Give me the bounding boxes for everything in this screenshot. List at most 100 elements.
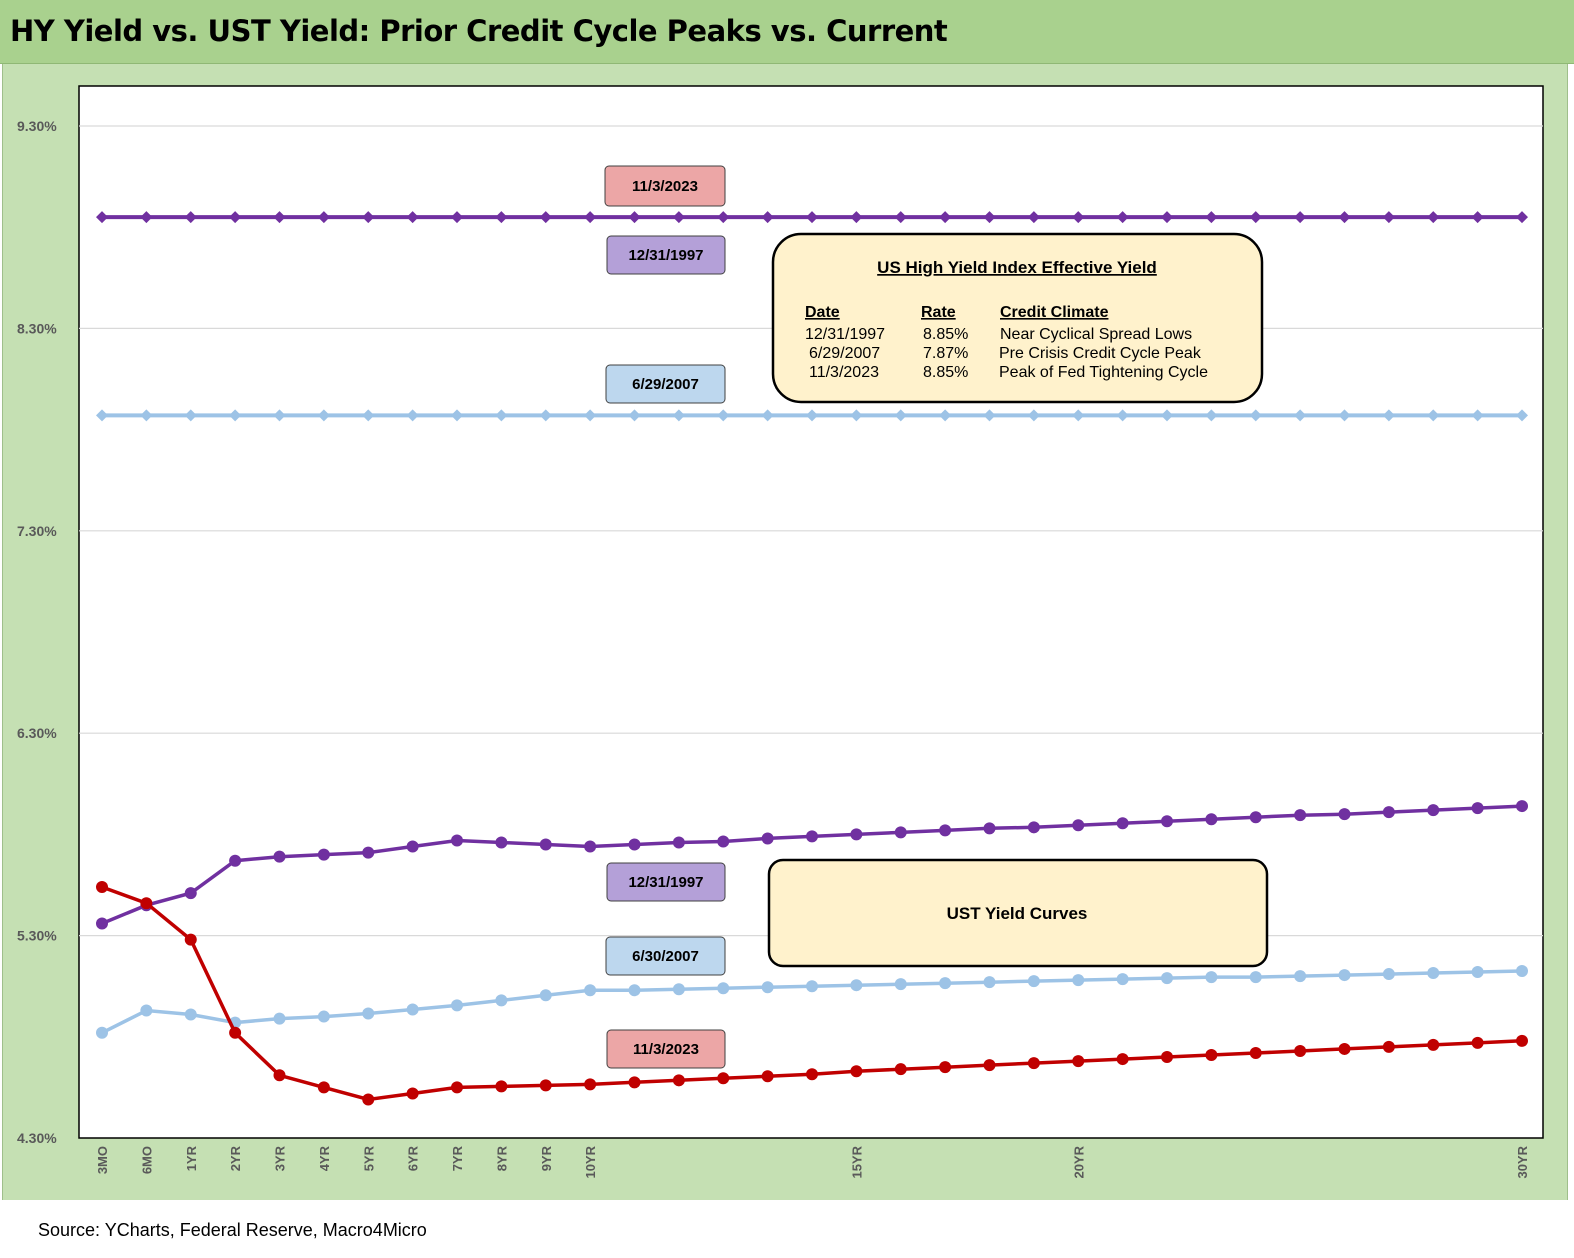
data-point: [939, 409, 952, 422]
data-point: [717, 409, 730, 422]
data-point: [672, 983, 685, 996]
label-text: 6/30/2007: [632, 948, 699, 965]
data-point: [628, 838, 641, 851]
data-point: [96, 409, 108, 422]
data-point: [1294, 211, 1307, 224]
date-label: 11/3/2023: [604, 165, 726, 207]
data-point: [939, 977, 952, 990]
data-point: [184, 933, 197, 946]
data-point: [628, 1076, 641, 1089]
label-box: [606, 862, 726, 902]
data-point: [229, 854, 242, 867]
data-point: [939, 824, 952, 837]
hy-box-frame: [771, 232, 1264, 404]
data-point: [495, 211, 508, 224]
data-point: [1205, 1049, 1218, 1062]
hy-box-cell: 11/3/2023: [809, 364, 879, 381]
data-point: [761, 1070, 774, 1083]
data-point: [761, 832, 774, 845]
data-point: [539, 838, 552, 851]
data-point: [983, 409, 996, 422]
hy-box-cell: 12/31/1997: [805, 326, 885, 343]
hy-box-cell: Near Cyclical Spread Lows: [1000, 326, 1192, 343]
data-point: [539, 409, 552, 422]
source-note: Source: YCharts, Federal Reserve, Macro4…: [38, 1220, 427, 1240]
data-point: [894, 409, 907, 422]
data-point: [850, 409, 863, 422]
data-point: [1427, 211, 1440, 224]
data-point: [1116, 409, 1129, 422]
data-point: [96, 917, 108, 930]
data-point: [451, 211, 463, 224]
y-tick-label: 8.30%: [17, 320, 57, 336]
ust-box-frame: [767, 858, 1269, 968]
x-tick-label: 7YR: [450, 1145, 465, 1171]
data-point: [717, 211, 730, 224]
series-hy_2007: [96, 409, 1528, 422]
data-point: [1161, 211, 1173, 224]
label-box: [605, 936, 726, 976]
data-point: [584, 840, 597, 853]
data-point: [717, 982, 730, 995]
data-point: [1072, 211, 1085, 224]
data-point: [317, 1010, 330, 1023]
data-point: [806, 211, 818, 224]
chart-area: 9.30% 8.30% 7.30% 6.30% 5.30% 4.30% 3MO 6MO 1YR 2…: [2, 64, 1568, 1200]
data-point: [317, 1081, 330, 1094]
x-tick-label: 4YR: [317, 1145, 332, 1171]
data-point: [850, 1065, 863, 1078]
data-point: [1161, 815, 1173, 828]
data-point: [495, 994, 508, 1007]
data-point: [894, 978, 907, 991]
data-point: [584, 211, 597, 224]
data-point: [273, 850, 286, 863]
data-point: [983, 1059, 996, 1072]
hy-box-cell: 8.85%: [923, 364, 968, 381]
data-point: [1294, 1044, 1307, 1057]
data-point: [1249, 971, 1262, 984]
data-point: [717, 1072, 730, 1085]
data-point: [717, 835, 730, 848]
data-point: [1382, 968, 1395, 981]
data-point: [362, 846, 375, 859]
data-point: [1427, 804, 1440, 817]
data-point: [317, 848, 330, 861]
data-point: [584, 1078, 597, 1091]
x-tick-label: 15YR: [849, 1145, 864, 1178]
data-point: [184, 887, 197, 900]
data-point: [451, 834, 463, 847]
data-point: [1027, 975, 1040, 988]
data-point: [672, 211, 685, 224]
data-point: [584, 984, 597, 997]
data-point: [939, 1061, 952, 1074]
y-tick-label: 4.30%: [17, 1130, 57, 1146]
data-point: [1338, 409, 1351, 422]
data-point: [1205, 409, 1218, 422]
data-point: [229, 211, 242, 224]
label-text: 11/3/2023: [632, 178, 698, 195]
data-point: [1072, 974, 1085, 987]
data-point: [1027, 821, 1040, 834]
data-point: [1205, 971, 1218, 984]
data-point: [1338, 1042, 1351, 1055]
data-point: [1072, 1055, 1085, 1068]
data-point: [1249, 409, 1262, 422]
data-point: [184, 409, 197, 422]
data-point: [850, 979, 863, 992]
hy-box-cell: Peak of Fed Tightening Cycle: [999, 364, 1208, 381]
title-bar: HY Yield vs. UST Yield: Prior Credit Cyc…: [0, 0, 1574, 64]
data-point: [1205, 211, 1218, 224]
x-tick-label: 5YR: [361, 1145, 376, 1171]
data-point: [140, 1004, 153, 1017]
data-point: [806, 980, 818, 993]
data-point: [406, 409, 419, 422]
data-point: [273, 1012, 286, 1025]
hy-box-cell: Pre Crisis Credit Cycle Peak: [999, 345, 1202, 362]
data-point: [451, 1081, 463, 1094]
hy-box-cell: 6/29/2007: [809, 345, 880, 362]
data-point: [1249, 811, 1262, 824]
data-point: [317, 211, 330, 224]
data-point: [1471, 802, 1484, 815]
label-text: 6/29/2007: [632, 376, 699, 393]
data-point: [806, 830, 818, 843]
